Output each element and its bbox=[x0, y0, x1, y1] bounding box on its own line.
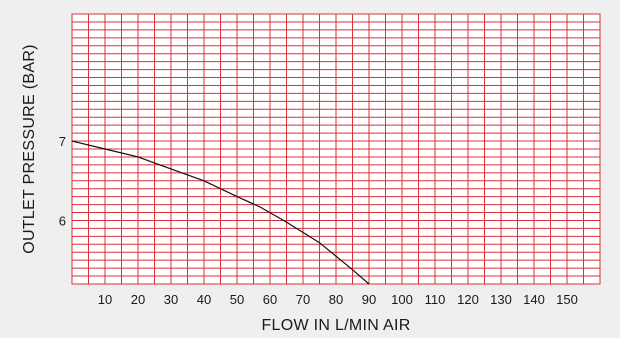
x-tick-label: 60 bbox=[263, 292, 277, 307]
x-tick-label: 50 bbox=[230, 292, 244, 307]
x-tick-label: 70 bbox=[296, 292, 310, 307]
x-tick-label: 90 bbox=[362, 292, 376, 307]
x-tick-label: 120 bbox=[457, 292, 479, 307]
y-tick-label: 7 bbox=[59, 134, 66, 149]
x-tick-label: 100 bbox=[391, 292, 413, 307]
y-tick-labels: 67 bbox=[59, 134, 66, 228]
x-tick-label: 40 bbox=[197, 292, 211, 307]
x-tick-label: 10 bbox=[98, 292, 112, 307]
x-tick-label: 80 bbox=[329, 292, 343, 307]
y-axis-title: OUTLET PRESSURE (BAR) bbox=[21, 44, 38, 254]
plot-border bbox=[71, 13, 601, 285]
x-tick-label: 130 bbox=[490, 292, 512, 307]
y-tick-label: 6 bbox=[59, 213, 66, 228]
x-tick-label: 110 bbox=[425, 292, 446, 307]
series-line bbox=[71, 140, 370, 285]
grid bbox=[71, 13, 601, 285]
data-lines bbox=[71, 140, 370, 285]
x-tick-label: 20 bbox=[131, 292, 145, 307]
x-tick-label: 140 bbox=[523, 292, 545, 307]
x-tick-label: 150 bbox=[556, 292, 578, 307]
x-tick-label: 30 bbox=[164, 292, 178, 307]
x-tick-labels: 10 20 30 40 50 60 70 80 90 100 110 120 130 140 150 bbox=[98, 292, 578, 307]
x-axis-title: FLOW IN L/MIN AIR bbox=[261, 317, 410, 334]
